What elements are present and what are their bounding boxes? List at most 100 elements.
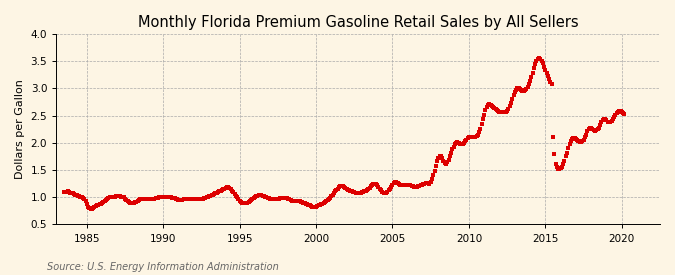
Point [427, 177, 437, 182]
Point [586, 126, 597, 130]
Point [414, 184, 425, 188]
Point [223, 185, 234, 190]
Point [442, 160, 453, 165]
Point [63, 189, 74, 194]
Point [76, 195, 87, 199]
Point [169, 196, 180, 200]
Point [202, 194, 213, 199]
Point [564, 142, 575, 147]
Point [270, 197, 281, 202]
Point [243, 200, 254, 204]
Point [533, 57, 543, 61]
Point [94, 202, 105, 207]
Point [572, 138, 583, 142]
Point [468, 135, 479, 140]
Point [256, 193, 267, 197]
Point [536, 58, 547, 63]
Point [547, 135, 558, 140]
Point [181, 197, 192, 201]
Point [74, 194, 84, 198]
Point [300, 202, 311, 206]
Point [500, 110, 511, 114]
Point [210, 191, 221, 196]
Point [140, 197, 151, 201]
Point [363, 187, 374, 191]
Point [569, 136, 580, 140]
Point [293, 199, 304, 203]
Point [596, 120, 607, 124]
Point [171, 197, 182, 201]
Point [219, 186, 230, 191]
Point [546, 82, 557, 86]
Point [605, 120, 616, 124]
Point [475, 126, 486, 131]
Point [122, 199, 133, 203]
Point [200, 196, 211, 200]
Point [146, 197, 157, 202]
Point [172, 197, 183, 202]
Point [80, 198, 91, 203]
Point [66, 191, 77, 196]
Point [330, 189, 341, 194]
Point [495, 110, 506, 114]
Point [382, 189, 393, 194]
Point [322, 198, 333, 202]
Point [433, 156, 443, 160]
Point [477, 122, 487, 127]
Point [460, 139, 470, 143]
Point [578, 137, 589, 142]
Point [309, 204, 320, 209]
Point [566, 139, 576, 143]
Point [535, 57, 545, 61]
Point [310, 204, 321, 209]
Point [316, 202, 327, 207]
Point [497, 110, 508, 114]
Point [522, 84, 533, 89]
Point [207, 192, 218, 197]
Point [195, 197, 206, 202]
Point [508, 93, 519, 98]
Point [354, 191, 364, 196]
Point [286, 198, 297, 203]
Point [618, 111, 628, 116]
Point [205, 193, 216, 198]
Point [533, 56, 544, 61]
Point [446, 150, 456, 155]
Point [494, 110, 505, 114]
Point [117, 195, 128, 199]
Point [432, 159, 443, 164]
Point [339, 185, 350, 189]
Point [560, 154, 571, 159]
Point [398, 183, 409, 188]
Point [472, 133, 483, 137]
Point [480, 108, 491, 112]
Point [502, 109, 512, 113]
Point [419, 182, 430, 186]
Point [192, 197, 203, 202]
Point [447, 147, 458, 152]
Point [520, 88, 531, 92]
Point [228, 190, 239, 194]
Point [161, 194, 172, 199]
Y-axis label: Dollars per Gallon: Dollars per Gallon [15, 79, 25, 179]
Point [400, 183, 410, 188]
Point [70, 192, 81, 197]
Point [474, 130, 485, 134]
Point [580, 133, 591, 137]
Point [554, 167, 565, 171]
Point [358, 189, 369, 194]
Point [279, 196, 290, 200]
Point [386, 185, 397, 189]
Point [579, 135, 590, 140]
Point [408, 184, 418, 189]
Point [246, 198, 256, 202]
Point [454, 141, 464, 145]
Point [457, 142, 468, 146]
Point [275, 196, 286, 200]
Point [290, 199, 301, 203]
Point [62, 189, 73, 194]
Point [250, 194, 261, 199]
Point [61, 189, 72, 194]
Point [435, 154, 446, 158]
Point [392, 180, 403, 185]
